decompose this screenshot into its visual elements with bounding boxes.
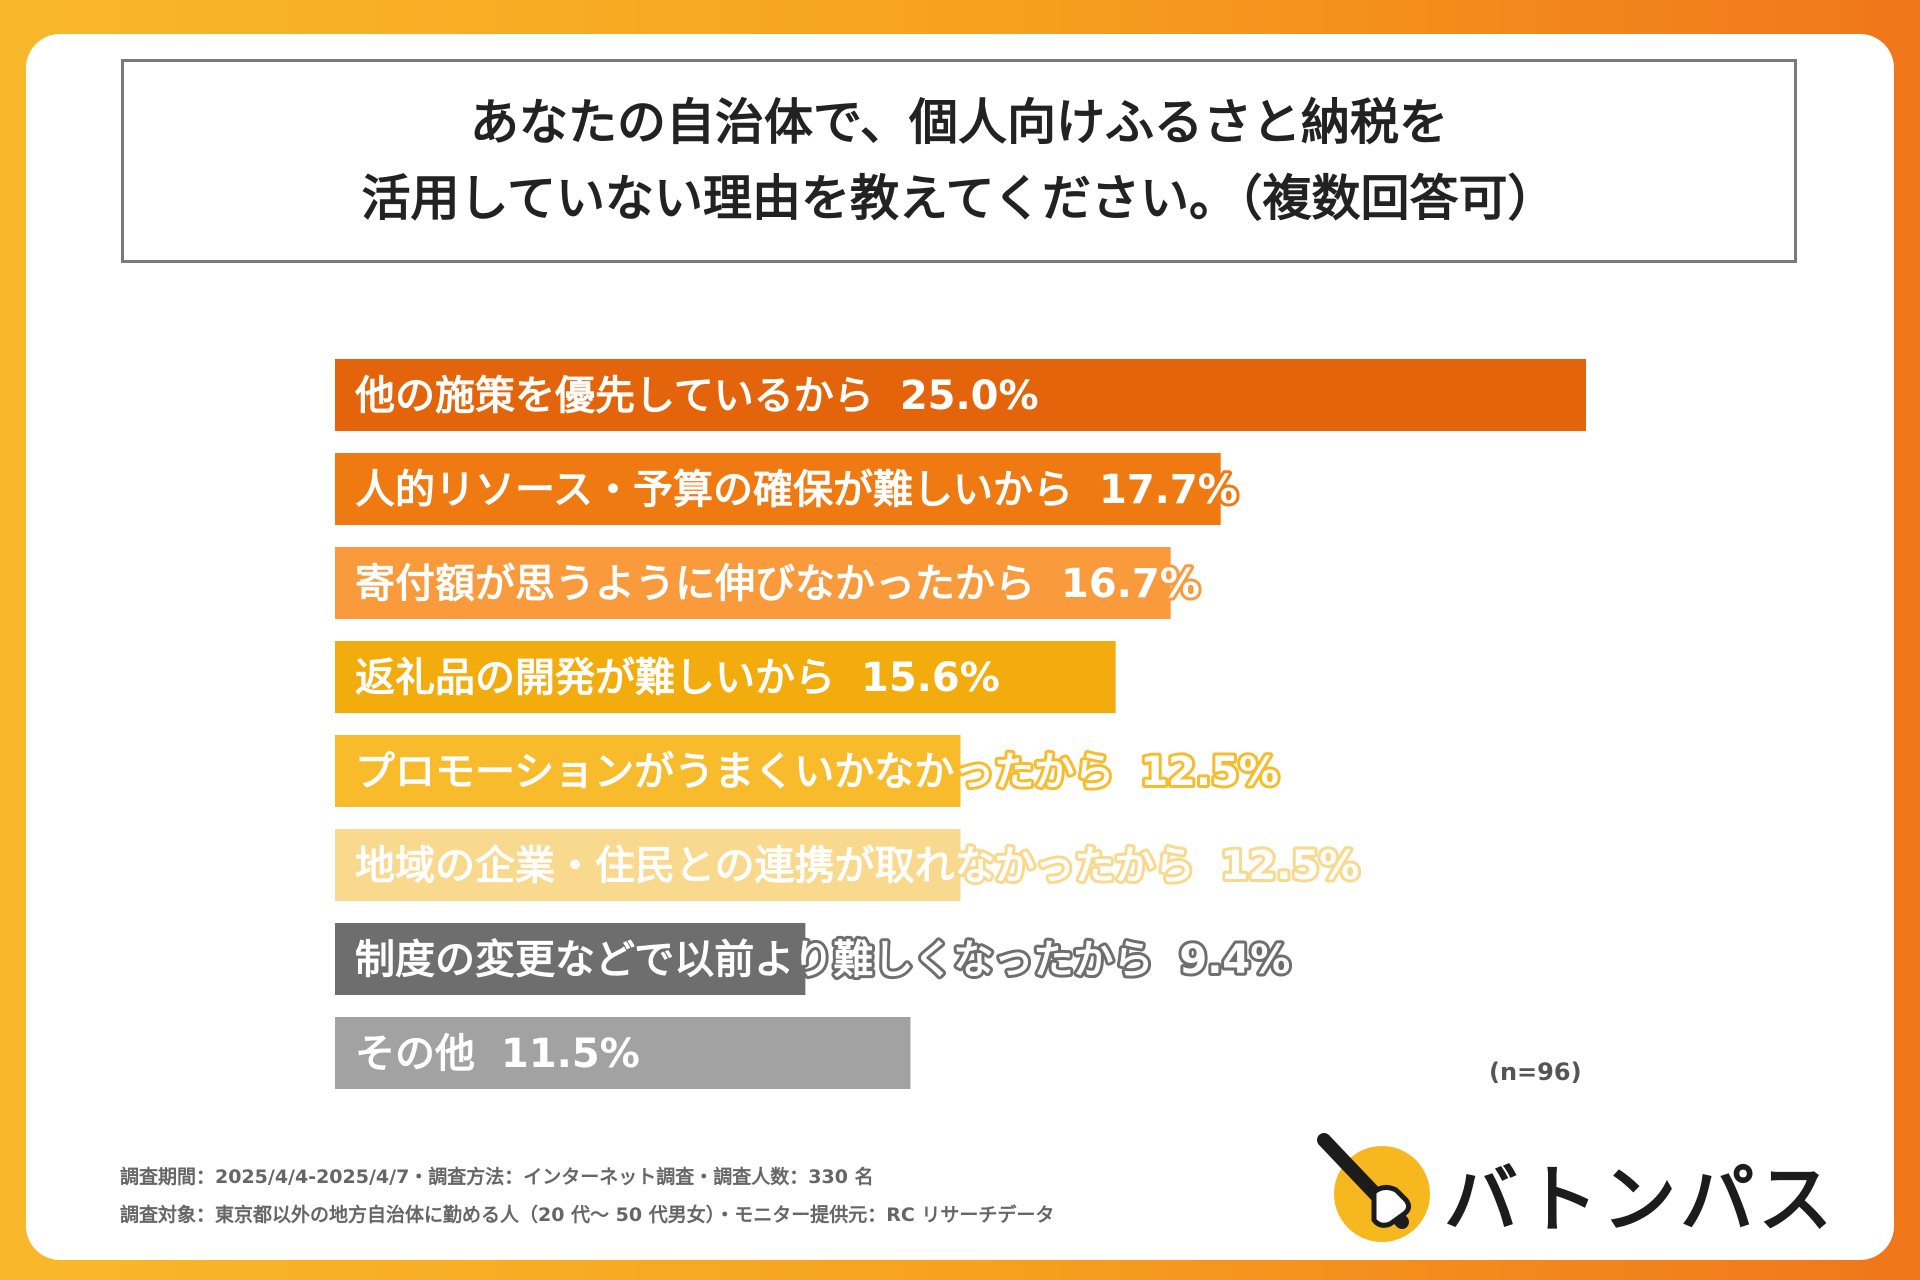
category-label-6: 地域の企業・住民との連携が取れなかったから	[355, 843, 1195, 889]
value-label-5: 12.5%	[1140, 749, 1279, 795]
value-label-6: 12.5%	[1221, 843, 1360, 889]
category-label-7: 制度の変更などで以前より難しくなったから	[355, 937, 1153, 983]
chart-title-line-2: 活用していない理由を教えてください。（複数回答可）	[361, 170, 1557, 227]
value-label-7: 9.4%	[1179, 937, 1290, 983]
value-label-2: 17.7%	[1099, 467, 1238, 513]
survey-note-2: 調査対象：東京都以外の地方自治体に勤める人（20 代〜 50 代男女）・モニター…	[120, 1204, 1055, 1226]
category-label-8: その他	[355, 1031, 475, 1077]
value-label-3: 16.7%	[1061, 561, 1200, 607]
chart-title-line-1: あなたの自治体で、個人向けふるさと納税を	[469, 94, 1449, 151]
bar-label-8: その他 11.5%	[355, 1031, 640, 1077]
title-box: あなたの自治体で、個人向けふるさと納税を 活用していない理由を教えてください。（…	[121, 59, 1797, 263]
bar-7	[335, 923, 806, 995]
bar-label-6: 地域の企業・住民との連携が取れなかったから 12.5%	[355, 843, 1359, 889]
bar-4	[335, 641, 1116, 713]
category-label-3: 寄付額が思うように伸びなかったから	[355, 561, 1035, 607]
value-label-1: 25.0%	[900, 373, 1039, 419]
category-label-1: 他の施策を優先しているから	[354, 373, 874, 419]
category-label-2: 人的リソース・予算の確保が難しいから	[355, 467, 1073, 513]
bar-1	[335, 359, 1586, 431]
bar-chart: 他の施策を優先しているから 25.0% 人的リソース・予算の確保が難しいから 17.7…	[335, 359, 1586, 1089]
bar-2	[335, 453, 1221, 525]
value-label-4: 15.6%	[861, 655, 1000, 701]
bar-8	[335, 1017, 911, 1089]
brand-logo: バトンパス	[1316, 1130, 1836, 1246]
bar-6	[335, 829, 961, 901]
bar-3	[335, 547, 1171, 619]
bar-label-1: 他の施策を優先しているから 25.0%	[354, 373, 1039, 419]
value-label-8: 11.5%	[501, 1031, 640, 1077]
bar-label-3: 寄付額が思うように伸びなかったから 16.7%	[355, 561, 1200, 607]
bar-label-4: 返礼品の開発が難しいから 15.6%	[355, 655, 1000, 701]
bar-label-2: 人的リソース・予算の確保が難しいから 17.7%	[355, 467, 1238, 513]
survey-note-1: 調査期間：2025/4/4-2025/4/7・調査方法：インターネット調査・調査…	[120, 1166, 874, 1188]
sample-size-note: (n=96)	[1489, 1058, 1582, 1086]
bar-5	[335, 735, 961, 807]
brand-name: バトンパス	[1444, 1157, 1837, 1243]
bar-label-7: 制度の変更などで以前より難しくなったから 9.4%	[355, 937, 1290, 983]
category-label-5: プロモーションがうまくいかなかったから	[355, 749, 1114, 795]
chart-card: あなたの自治体で、個人向けふるさと納税を 活用していない理由を教えてください。（…	[26, 34, 1894, 1260]
category-label-4: 返礼品の開発が難しいから	[355, 655, 835, 701]
bar-label-5: プロモーションがうまくいかなかったから 12.5%	[355, 749, 1279, 795]
baton-hand-icon	[1317, 1133, 1430, 1242]
